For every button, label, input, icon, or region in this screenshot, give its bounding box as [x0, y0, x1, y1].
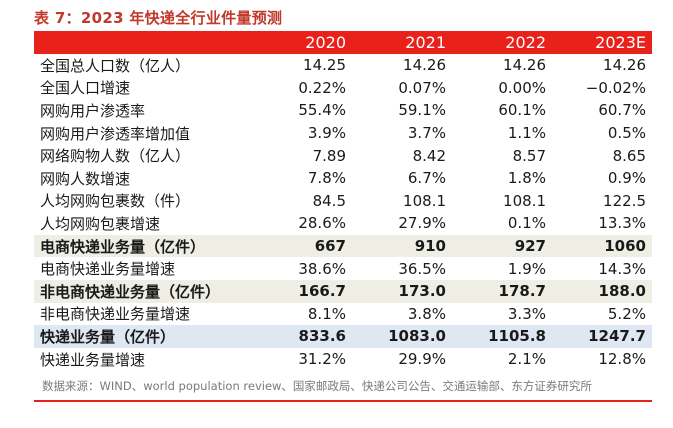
row-value: 0.1% — [507, 214, 546, 233]
row-value: 29.9% — [398, 350, 446, 369]
row-value: 1060 — [552, 234, 652, 258]
row-label: 全国人口增速 — [40, 79, 131, 98]
row-label: 非电商快递业务量（亿件） — [34, 279, 236, 303]
row-value: 3.3% — [507, 304, 546, 323]
row-value: 173.0 — [352, 279, 452, 303]
row-label: 非电商快递业务量增速 — [40, 305, 191, 324]
row-label: 人均网购包裹数（件） — [40, 192, 191, 211]
row-value: 108.1 — [403, 191, 446, 210]
row-value: 122.5 — [603, 191, 646, 210]
source-note: 数据来源：WIND、world population review、国家邮政局、… — [42, 379, 592, 393]
row-value: 833.6 — [236, 325, 352, 348]
row-value: 108.1 — [503, 191, 546, 210]
header-row: 2020 2021 2022 2023E — [34, 31, 652, 54]
table-row: 网购用户渗透率 55.4% 59.1% 60.1% 60.7% — [34, 99, 652, 122]
row-label: 快递业务量（亿件） — [34, 325, 236, 348]
row-value: 0.9% — [607, 169, 646, 188]
table-row: 网购用户渗透率增加值 3.9% 3.7% 1.1% 0.5% — [34, 122, 652, 145]
row-value: 1105.8 — [452, 325, 552, 348]
table-title: 表 7：2023 年快递全行业件量预测 — [34, 9, 283, 27]
row-value: 1247.7 — [552, 325, 652, 348]
table-row: 人均网购包裹增速 28.6% 27.9% 0.1% 13.3% — [34, 212, 652, 235]
row-value: 36.5% — [398, 259, 446, 278]
table-row: 非电商快递业务量（亿件） 166.7 173.0 178.7 188.0 — [34, 279, 652, 303]
row-value: 31.2% — [298, 350, 346, 369]
row-value: 0.22% — [298, 78, 346, 97]
forecast-table: 2020 2021 2022 2023E 全国总人口数（亿人） 14.25 14.2… — [34, 31, 652, 370]
row-label: 电商快递业务量（亿件） — [34, 234, 236, 258]
row-value: 14.26 — [403, 56, 446, 75]
row-value: 12.8% — [598, 350, 646, 369]
row-value: 0.00% — [498, 78, 546, 97]
table-row: 网购人数增速 7.8% 6.7% 1.8% 0.9% — [34, 167, 652, 190]
row-value: 927 — [452, 234, 552, 258]
row-value: 38.6% — [298, 259, 346, 278]
header-cell-2020: 2020 — [236, 31, 352, 54]
row-value: 28.6% — [298, 214, 346, 233]
row-value: 0.5% — [607, 124, 646, 143]
row-label: 网购用户渗透率 — [40, 101, 146, 120]
row-value: 8.65 — [612, 146, 646, 165]
row-value: 910 — [352, 234, 452, 258]
row-value: 27.9% — [398, 214, 446, 233]
row-value: 14.26 — [503, 56, 546, 75]
row-value: 5.2% — [607, 304, 646, 323]
row-label: 电商快递业务量增速 — [40, 260, 176, 279]
row-value: 55.4% — [298, 101, 346, 120]
row-value: 84.5 — [312, 191, 346, 210]
row-value: 14.3% — [598, 259, 646, 278]
table-row: 全国人口增速 0.22% 0.07% 0.00% −0.02% — [34, 77, 652, 100]
row-value: 3.7% — [407, 124, 446, 143]
row-label: 网购人数增速 — [40, 169, 131, 188]
row-value: 188.0 — [552, 279, 652, 303]
row-value: 178.7 — [452, 279, 552, 303]
row-value: 8.57 — [512, 146, 546, 165]
table-row: 人均网购包裹数（件） 84.5 108.1 108.1 122.5 — [34, 190, 652, 213]
row-value: 14.26 — [603, 56, 646, 75]
row-value: 59.1% — [398, 101, 446, 120]
table-row: 电商快递业务量（亿件） 667 910 927 1060 — [34, 234, 652, 258]
table-row: 电商快递业务量增速 38.6% 36.5% 1.9% 14.3% — [34, 257, 652, 280]
table-row: 全国总人口数（亿人） 14.25 14.26 14.26 14.26 — [34, 54, 652, 77]
header-cell-2021: 2021 — [352, 31, 452, 54]
row-value: 60.1% — [498, 101, 546, 120]
row-value: 166.7 — [236, 279, 352, 303]
header-cell-label — [34, 31, 236, 54]
row-value: 667 — [236, 234, 352, 258]
row-value: 1.1% — [507, 124, 546, 143]
row-label: 快递业务量增速 — [40, 350, 146, 369]
table-row: 网络购物人数（亿人） 7.89 8.42 8.57 8.65 — [34, 144, 652, 167]
row-value: 1083.0 — [352, 325, 452, 348]
row-value: 6.7% — [407, 169, 446, 188]
row-value: 3.8% — [407, 304, 446, 323]
row-value: 8.1% — [307, 304, 346, 323]
header-cell-2023e: 2023E — [552, 31, 652, 54]
row-value: 7.89 — [312, 146, 346, 165]
table-row: 快递业务量（亿件） 833.6 1083.0 1105.8 1247.7 — [34, 325, 652, 348]
row-value: 7.8% — [307, 169, 346, 188]
row-value: 1.9% — [507, 259, 546, 278]
row-value: 13.3% — [598, 214, 646, 233]
row-value: 1.8% — [507, 169, 546, 188]
table-row: 非电商快递业务量增速 8.1% 3.8% 3.3% 5.2% — [34, 303, 652, 326]
row-value: 2.1% — [507, 350, 546, 369]
row-value: 3.9% — [307, 124, 346, 143]
bottom-divider — [34, 400, 652, 402]
row-label: 网络购物人数（亿人） — [40, 147, 191, 166]
row-label: 人均网购包裹增速 — [40, 214, 161, 233]
row-label: 全国总人口数（亿人） — [40, 56, 191, 75]
row-value: 8.42 — [412, 146, 446, 165]
row-label: 网购用户渗透率增加值 — [40, 124, 191, 143]
header-cell-2022: 2022 — [452, 31, 552, 54]
row-value: 60.7% — [598, 101, 646, 120]
row-value: 0.07% — [398, 78, 446, 97]
row-value: −0.02% — [585, 78, 646, 97]
table-row: 快递业务量增速 31.2% 29.9% 2.1% 12.8% — [34, 348, 652, 371]
row-value: 14.25 — [303, 56, 346, 75]
